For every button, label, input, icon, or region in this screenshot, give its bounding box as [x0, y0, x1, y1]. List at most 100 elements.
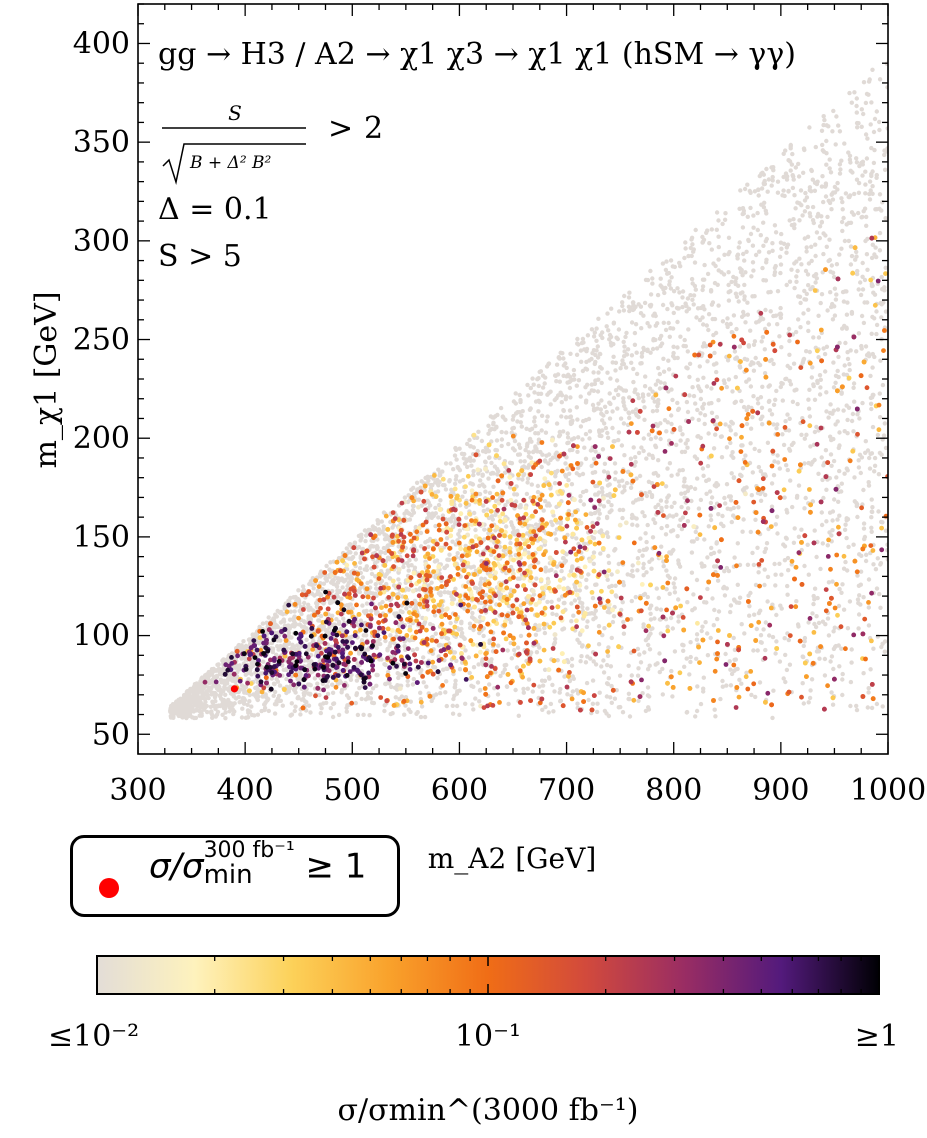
grey-point	[861, 111, 866, 117]
grey-point	[845, 356, 851, 362]
grey-point	[836, 123, 841, 128]
grey-point	[591, 617, 596, 622]
grey-point	[444, 536, 450, 541]
grey-point	[609, 306, 614, 311]
grey-point	[585, 619, 590, 624]
grey-point	[617, 483, 622, 489]
grey-point	[801, 643, 806, 649]
grey-point	[837, 340, 842, 346]
grey-point	[740, 443, 745, 448]
grey-point	[679, 449, 685, 455]
grey-point	[277, 683, 283, 688]
grey-point	[877, 206, 882, 211]
grey-point	[391, 523, 396, 528]
grey-point	[595, 389, 601, 394]
grey-point	[840, 199, 845, 205]
grey-point	[738, 188, 743, 193]
grey-point	[659, 544, 664, 549]
grey-point	[465, 441, 470, 447]
grey-point	[856, 287, 861, 292]
grey-point	[565, 435, 571, 440]
grey-point	[818, 300, 823, 306]
grey-point	[784, 376, 789, 381]
grey-point	[667, 334, 672, 339]
grey-point	[854, 349, 859, 354]
grey-point	[584, 624, 590, 630]
grey-point	[732, 400, 737, 405]
grey-point	[591, 659, 596, 664]
grey-point	[812, 457, 817, 463]
grey-point	[525, 476, 531, 481]
grey-point	[739, 314, 745, 319]
grey-point	[883, 528, 888, 533]
grey-point	[667, 513, 672, 518]
grey-point	[733, 374, 738, 380]
grey-point	[443, 461, 449, 466]
grey-point	[205, 709, 210, 715]
grey-point	[438, 691, 443, 696]
grey-point	[667, 461, 673, 466]
grey-point	[532, 415, 537, 420]
grey-point	[701, 675, 706, 680]
grey-point	[855, 514, 860, 520]
grey-point	[841, 607, 847, 612]
grey-point	[645, 667, 651, 672]
grey-point	[330, 714, 336, 720]
grey-point	[526, 677, 532, 682]
grey-point	[371, 700, 377, 706]
grey-point	[578, 659, 583, 664]
grey-point	[353, 700, 358, 706]
grey-point	[628, 305, 633, 310]
grey-point	[682, 490, 688, 496]
grey-point	[645, 321, 650, 326]
grey-point	[480, 482, 485, 487]
grey-point	[840, 671, 845, 677]
grey-point	[801, 654, 806, 660]
grey-point	[483, 489, 488, 494]
grey-point	[410, 503, 416, 509]
grey-point	[741, 404, 747, 410]
grey-point	[675, 534, 680, 539]
grey-point	[707, 489, 713, 494]
grey-point	[600, 447, 606, 452]
grey-point	[714, 210, 720, 215]
grey-point	[612, 477, 618, 482]
grey-point	[703, 620, 708, 625]
grey-point	[611, 439, 616, 444]
grey-point	[805, 542, 810, 547]
grey-point	[644, 456, 649, 461]
grey-point	[781, 151, 786, 156]
grey-point	[451, 467, 456, 472]
grey-point	[443, 690, 448, 695]
grey-point	[392, 685, 398, 690]
grey-point	[607, 400, 612, 405]
grey-point	[820, 142, 825, 148]
grey-point	[576, 596, 582, 601]
grey-point	[404, 606, 409, 611]
grey-point	[609, 343, 614, 348]
grey-point	[670, 626, 675, 631]
grey-point	[833, 297, 839, 302]
grey-point	[742, 356, 747, 362]
grey-point	[471, 684, 476, 689]
grey-point	[306, 663, 311, 668]
grey-point	[756, 193, 761, 198]
grey-point	[705, 359, 710, 364]
grey-point	[546, 675, 552, 680]
grey-point	[606, 499, 611, 505]
grey-point	[585, 333, 591, 338]
grey-point	[442, 590, 447, 595]
grey-point	[758, 498, 764, 503]
grey-point	[831, 360, 836, 365]
grey-point	[802, 436, 807, 441]
grey-point	[608, 695, 613, 700]
grey-point	[678, 264, 683, 269]
grey-point	[592, 510, 598, 516]
grey-point	[681, 648, 686, 653]
grey-point	[855, 412, 860, 417]
grey-point	[292, 708, 297, 714]
grey-point	[607, 391, 612, 396]
grey-point	[618, 704, 623, 710]
grey-point	[871, 646, 876, 651]
grey-point	[610, 619, 616, 625]
